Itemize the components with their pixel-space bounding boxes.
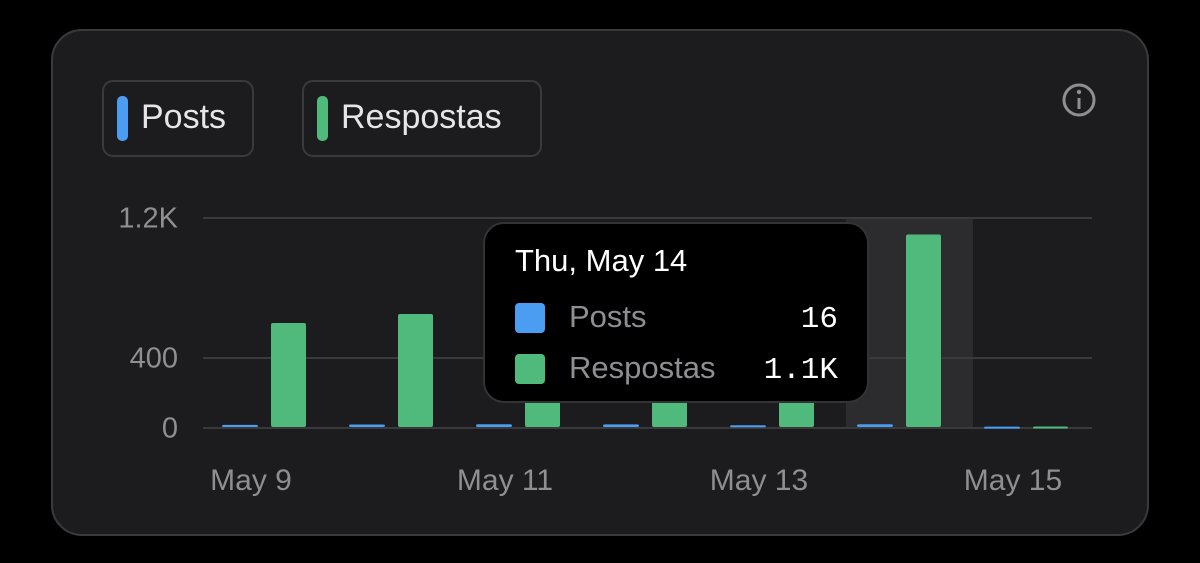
bar — [984, 426, 1020, 429]
y-tick-label: 400 — [130, 343, 178, 375]
x-tick-label: May 13 — [710, 464, 808, 497]
legend: Posts Respostas — [102, 80, 542, 157]
legend-item[interactable]: Respostas — [302, 80, 542, 157]
x-tick-label: May 9 — [210, 464, 292, 497]
tooltip-title: Thu, May 14 — [515, 243, 687, 278]
legend-label: Respostas — [341, 98, 502, 136]
bar — [476, 424, 512, 427]
legend-item[interactable]: Posts — [102, 80, 254, 157]
bar — [730, 425, 766, 428]
y-tick-label: 0 — [162, 413, 178, 445]
legend-box — [102, 80, 254, 157]
legend-label: Posts — [141, 98, 226, 136]
x-tick-label: May 15 — [964, 464, 1062, 497]
tooltip-box — [483, 222, 869, 403]
tooltip-value: 1.1K — [764, 353, 839, 388]
tooltip-label: Posts — [569, 299, 647, 334]
y-tick-label: 1.2K — [118, 203, 178, 235]
info-icon[interactable] — [1062, 83, 1096, 117]
bar — [906, 234, 941, 427]
x-tick-label: May 11 — [457, 464, 553, 497]
tooltip-label: Respostas — [569, 350, 715, 385]
bar — [857, 424, 893, 427]
tooltip-swatch — [515, 303, 545, 333]
tooltip-swatch — [515, 354, 545, 384]
bar — [398, 313, 433, 427]
bar — [603, 424, 639, 427]
bar — [222, 424, 258, 427]
bar — [271, 323, 306, 427]
bar — [349, 424, 385, 427]
tooltip: Thu, May 14 Posts 16 Respostas 1.1K — [483, 222, 869, 403]
legend-box — [302, 80, 542, 157]
tooltip-value: 16 — [801, 302, 838, 337]
legend-swatch — [317, 96, 328, 141]
bar — [1033, 426, 1068, 429]
legend-swatch — [117, 96, 128, 141]
